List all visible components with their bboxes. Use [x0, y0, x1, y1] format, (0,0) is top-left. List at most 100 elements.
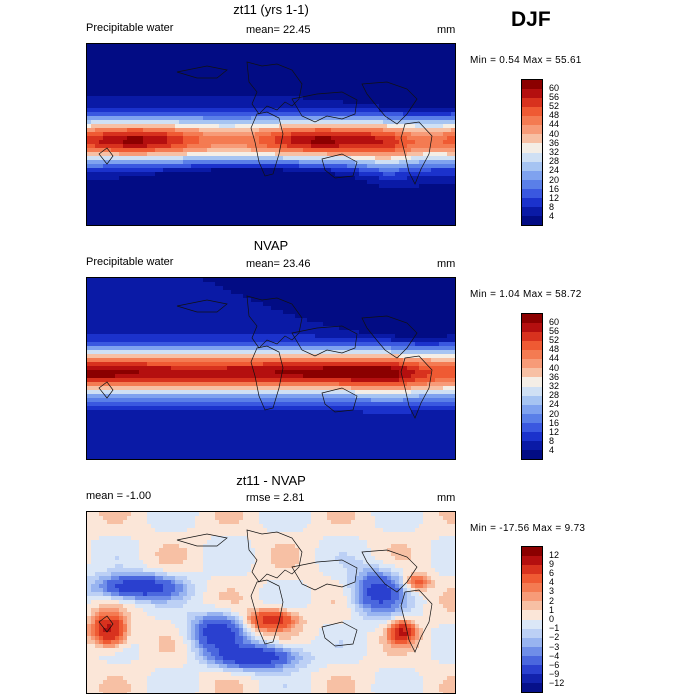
coastline	[98, 615, 114, 633]
colorbar-swatch	[522, 637, 542, 647]
colorbar-tick-label: 2	[549, 595, 555, 606]
colorbar-swatch	[522, 161, 542, 171]
colorbar	[521, 313, 543, 460]
colorbar-swatch	[522, 377, 542, 387]
colorbar-swatch	[522, 422, 542, 432]
colorbar-tick-label: 40	[549, 128, 560, 139]
coastline	[246, 529, 303, 583]
colorbar-tick-label: −3	[549, 641, 560, 652]
colorbar-tick-label: 44	[549, 353, 560, 364]
colorbar	[521, 79, 543, 226]
unit-label: mm	[437, 24, 456, 36]
colorbar-tick-label: 12	[549, 549, 560, 560]
colorbar-swatch	[522, 574, 542, 584]
colorbar-swatch	[522, 440, 542, 450]
colorbar-tick-label: 4	[549, 445, 555, 456]
colorbar-swatch	[522, 350, 542, 360]
colorbar-tick-label: 9	[549, 558, 555, 569]
colorbar-swatch	[522, 395, 542, 405]
colorbar-swatch	[522, 179, 542, 189]
panel-title: zt11 (yrs 1-1)	[233, 2, 309, 17]
colorbar-swatch	[522, 341, 542, 351]
colorbar-tick-label: 52	[549, 101, 560, 112]
colorbar-tick-label: 8	[549, 436, 555, 447]
colorbar-labels: 60 56 52 48 44 40 36 32 28 24 20 16 12 8 4	[549, 313, 579, 460]
coastline	[246, 61, 303, 115]
colorbar-tick-label: 3	[549, 586, 555, 597]
colorbar-swatch	[522, 197, 542, 207]
colorbar-swatch	[522, 583, 542, 593]
colorbar-tick-label: 4	[549, 211, 555, 222]
colorbar-tick-label: 44	[549, 119, 560, 130]
colorbar-tick-label: −1	[549, 623, 560, 634]
coastline	[400, 355, 433, 419]
min-max-text: Min = -17.56 Max = 9.73	[470, 523, 586, 534]
colorbar-swatch	[522, 359, 542, 369]
colorbar-swatch	[522, 206, 542, 216]
coastline	[291, 325, 358, 357]
colorbar-tick-label: 32	[549, 381, 560, 391]
colorbar-tick-label: −12	[549, 678, 565, 689]
min-max-text: Min = 0.54 Max = 55.61	[470, 55, 582, 66]
colorbar-swatch	[522, 655, 542, 665]
colorbar-tick-label: 56	[549, 325, 560, 336]
colorbar-swatch	[522, 98, 542, 108]
field-label: Precipitable water	[86, 256, 174, 268]
colorbar-tick-label: 36	[549, 137, 560, 148]
unit-label: mm	[437, 258, 456, 270]
colorbar-swatch	[522, 449, 542, 459]
map-difference	[86, 511, 456, 694]
colorbar-swatch	[522, 314, 542, 324]
colorbar-swatch	[522, 332, 542, 342]
colorbar-tick-label: 52	[549, 335, 560, 346]
coastline	[250, 579, 284, 645]
colorbar-swatch	[522, 323, 542, 333]
colorbar-tick-label: 32	[549, 147, 560, 157]
colorbar-tick-label: 12	[549, 426, 560, 437]
colorbar-tick-label: 24	[549, 165, 560, 176]
colorbar-swatch	[522, 610, 542, 620]
colorbar-tick-label: 28	[549, 156, 560, 167]
colorbar-swatch	[522, 628, 542, 638]
coastline	[98, 381, 114, 399]
colorbar-tick-label: 16	[549, 417, 560, 428]
colorbar-tick-label: −6	[549, 659, 560, 670]
colorbar-tick-label: 20	[549, 174, 560, 185]
colorbar-tick-label: 1	[549, 604, 555, 615]
colorbar-tick-label: 12	[549, 192, 560, 203]
coastline	[321, 621, 358, 647]
colorbar-swatch	[522, 170, 542, 180]
colorbar-swatch	[522, 386, 542, 396]
colorbar-swatch	[522, 368, 542, 378]
colorbar-swatch	[522, 646, 542, 656]
colorbar-swatch	[522, 431, 542, 441]
colorbar-tick-label: 48	[549, 110, 560, 121]
colorbar-swatch	[522, 134, 542, 144]
coastline	[176, 533, 228, 547]
colorbar-swatch	[522, 125, 542, 135]
colorbar-tick-label: 60	[549, 316, 560, 327]
colorbar-swatch	[522, 413, 542, 423]
colorbar-swatch	[522, 152, 542, 162]
coastline	[250, 345, 284, 411]
colorbar-tick-label: 6	[549, 568, 555, 579]
colorbar-swatch	[522, 188, 542, 198]
coastline	[246, 295, 303, 349]
colorbar-tick-label: 36	[549, 371, 560, 382]
colorbar-tick-label: 28	[549, 390, 560, 401]
colorbar-tick-label: 20	[549, 408, 560, 419]
panel-title: zt11 - NVAP	[236, 473, 306, 488]
colorbar-tick-label: −4	[549, 650, 560, 661]
map-precipitable-water-model	[86, 43, 456, 226]
coastline	[361, 549, 418, 593]
colorbar-tick-label: 48	[549, 344, 560, 355]
season-label: DJF	[511, 8, 551, 31]
colorbar-labels: 60 56 52 48 44 40 36 32 28 24 20 16 12 8 4	[549, 79, 579, 226]
rmse-value: rmse = 2.81	[246, 492, 305, 504]
colorbar-swatch	[522, 601, 542, 611]
coastline	[361, 81, 418, 125]
colorbar-swatch	[522, 215, 542, 225]
unit-label: mm	[437, 492, 456, 504]
colorbar-tick-label: 0	[549, 614, 555, 624]
panel-title: NVAP	[253, 238, 289, 253]
